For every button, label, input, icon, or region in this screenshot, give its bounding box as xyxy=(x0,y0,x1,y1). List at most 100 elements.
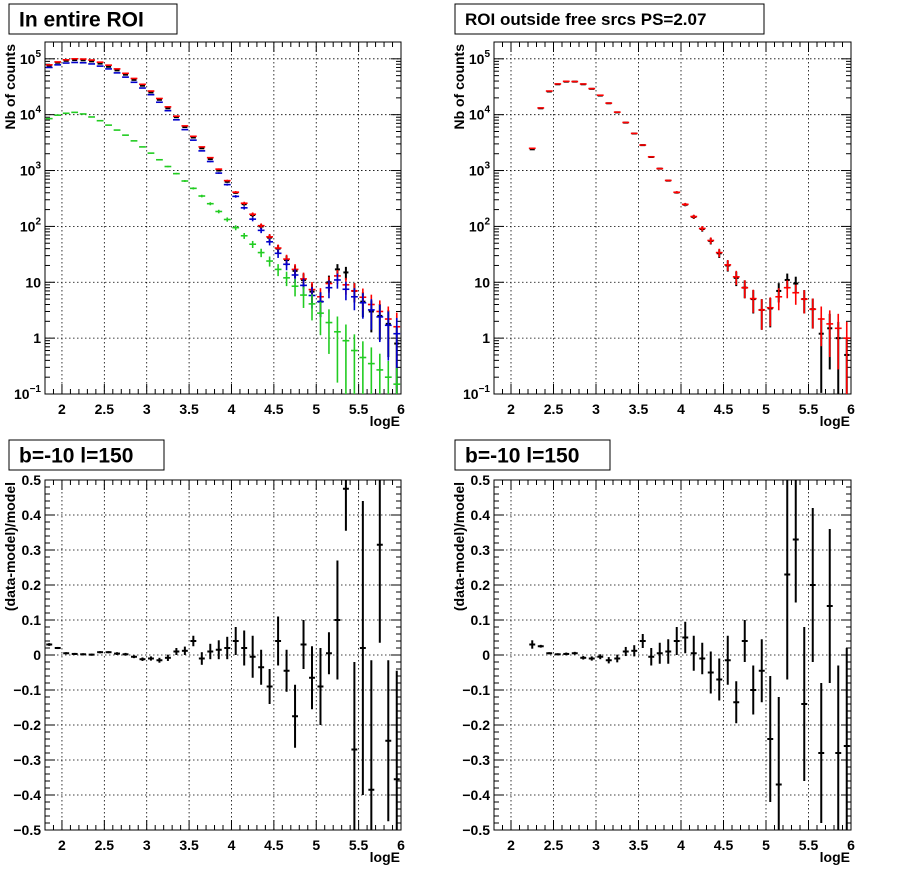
title-box xyxy=(454,3,765,35)
y-tick-label: −0.5 xyxy=(462,822,490,838)
y-tick-label: −0.2 xyxy=(462,717,490,733)
y-tick-label: −0.4 xyxy=(13,787,41,803)
series-model xyxy=(528,80,851,394)
x-tick-label: 5.5 xyxy=(799,837,819,853)
y-tick-mantissa: 10 xyxy=(25,274,41,290)
y-tick-label: 0.4 xyxy=(22,507,42,523)
y-tick-label: 0.3 xyxy=(22,542,42,558)
y-tick-label: −0.1 xyxy=(462,682,490,698)
x-tick-label: 6 xyxy=(397,401,405,417)
y-tick-label: −0.3 xyxy=(462,752,490,768)
y-tick-label: 1 xyxy=(33,330,41,346)
x-axis-label: logE xyxy=(370,413,400,429)
y-tick-exponent: 2 xyxy=(484,216,490,227)
chart-panel-2: ROI outside free srcs PS=2.07 2 2.5 3 3.5 4 4.… xyxy=(451,3,855,429)
y-tick-label: 0.2 xyxy=(471,577,491,593)
x-tick-label: 4.5 xyxy=(714,837,734,853)
y-tick-label: 0.4 xyxy=(471,507,491,523)
x-axis-label: logE xyxy=(370,849,400,865)
y-tick-label: 10 xyxy=(25,274,41,290)
y-tick-exponent: 4 xyxy=(484,105,490,116)
y-tick-label: 10 xyxy=(474,274,490,290)
y-tick-label: −0.5 xyxy=(13,822,41,838)
y-tick-mantissa: 10 xyxy=(469,218,485,234)
x-tick-label: 6 xyxy=(847,401,855,417)
x-tick-label: 5 xyxy=(312,837,320,853)
x-tick-label: 3.5 xyxy=(179,837,199,853)
chart-title: b=-10 l=150 xyxy=(465,445,579,468)
y-tick-label: 104 xyxy=(20,105,42,123)
y-tick-label: 104 xyxy=(469,105,491,123)
chart-title: In entire ROI xyxy=(19,9,144,32)
x-tick-label: 3 xyxy=(592,401,600,417)
plot-frame xyxy=(493,41,852,395)
x-tick-label: 3.5 xyxy=(629,837,649,853)
x-axis-label: logE xyxy=(820,413,850,429)
x-tick-label: 5.5 xyxy=(349,401,369,417)
y-tick-label: 0.3 xyxy=(471,542,491,558)
series-component xyxy=(45,111,401,394)
y-tick-label: 0.5 xyxy=(22,472,42,488)
y-tick-mantissa: 10 xyxy=(469,51,485,67)
y-tick-mantissa: 10 xyxy=(20,107,36,123)
x-tick-label: 5.5 xyxy=(799,401,819,417)
x-tick-label: 4 xyxy=(228,401,236,417)
y-tick-label: −0.2 xyxy=(13,717,41,733)
y-tick-exponent: −1 xyxy=(30,384,42,395)
x-tick-label: 2 xyxy=(507,837,515,853)
y-tick-label: 0.5 xyxy=(471,472,491,488)
x-tick-label: 2.5 xyxy=(95,837,115,853)
y-tick-label: 103 xyxy=(20,161,42,179)
x-tick-label: 3.5 xyxy=(179,401,199,417)
y-tick-mantissa: 1 xyxy=(482,330,490,346)
x-tick-label: 2.5 xyxy=(544,837,564,853)
series-residual xyxy=(529,480,850,830)
y-tick-mantissa: 10 xyxy=(20,163,36,179)
y-tick-exponent: −1 xyxy=(479,384,491,395)
y-axis-label: Nb of counts xyxy=(451,44,467,130)
chart-title: b=-10 l=150 xyxy=(19,445,133,468)
y-tick-mantissa: 10 xyxy=(463,386,479,402)
y-tick-exponent: 3 xyxy=(484,161,490,172)
x-tick-label: 3 xyxy=(143,837,151,853)
series-component xyxy=(45,61,401,393)
x-tick-label: 5.5 xyxy=(349,837,369,853)
x-tick-label: 5 xyxy=(762,837,770,853)
y-tick-exponent: 5 xyxy=(484,49,490,60)
y-tick-exponent: 4 xyxy=(35,105,41,116)
y-axis-label: Nb of counts xyxy=(2,44,18,130)
y-tick-label: −0.4 xyxy=(462,787,490,803)
y-axis-label: (data-model)/model xyxy=(2,482,18,611)
series-residual xyxy=(46,480,400,830)
y-tick-label: 0 xyxy=(33,647,41,663)
y-tick-label: −0.1 xyxy=(13,682,41,698)
x-tick-label: 3.5 xyxy=(629,401,649,417)
y-tick-label: 1 xyxy=(482,330,490,346)
x-tick-label: 5 xyxy=(762,401,770,417)
series-data xyxy=(529,80,850,394)
x-tick-label: 3 xyxy=(592,837,600,853)
plot-frame xyxy=(493,479,852,831)
series-model xyxy=(45,58,401,365)
y-tick-mantissa: 10 xyxy=(474,274,490,290)
y-tick-mantissa: 10 xyxy=(14,386,30,402)
y-tick-exponent: 5 xyxy=(35,49,41,60)
y-axis-label: (data-model)/model xyxy=(451,482,467,611)
y-tick-label: 0.1 xyxy=(22,612,42,628)
y-tick-label: 105 xyxy=(469,49,491,67)
x-tick-label: 4 xyxy=(677,837,685,853)
y-tick-label: 103 xyxy=(469,161,491,179)
x-tick-label: 2 xyxy=(507,401,515,417)
y-tick-mantissa: 10 xyxy=(469,163,485,179)
y-tick-label: 10−1 xyxy=(14,384,41,402)
y-tick-mantissa: 10 xyxy=(20,218,36,234)
x-tick-label: 6 xyxy=(397,837,405,853)
title-box xyxy=(8,439,165,471)
y-tick-mantissa: 10 xyxy=(469,107,485,123)
x-tick-label: 6 xyxy=(847,837,855,853)
x-tick-label: 2.5 xyxy=(544,401,564,417)
